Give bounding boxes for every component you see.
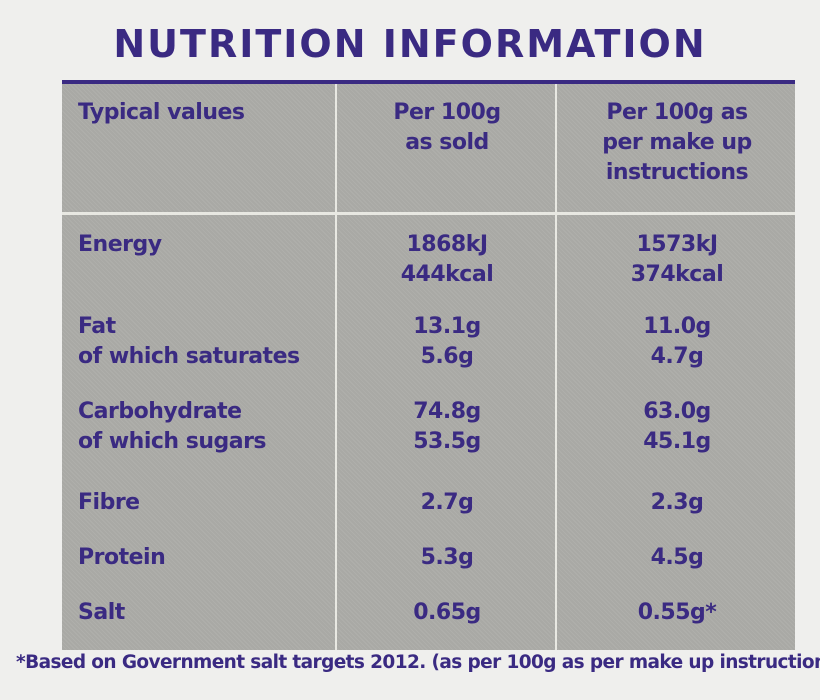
row-label-line: Carbohydrate — [78, 399, 242, 424]
value-as-sold-line: 5.3g — [420, 545, 474, 570]
value-made-up-line: 45.1g — [643, 429, 711, 454]
value-made-up: 1573kJ 374kcal — [559, 230, 795, 290]
header-line: Per 100g as — [606, 100, 748, 125]
value-as-sold: 0.65g — [337, 598, 557, 628]
value-made-up: 63.0g 45.1g — [559, 397, 795, 457]
value-as-sold-line: 0.65g — [413, 600, 481, 625]
row-label-line: Salt — [78, 600, 125, 625]
page-title: NUTRITION INFORMATION — [113, 22, 707, 66]
value-made-up-line: 11.0g — [643, 314, 711, 339]
row-label-line: of which saturates — [78, 344, 300, 369]
value-made-up-line: 63.0g — [643, 399, 711, 424]
value-as-sold-line: 5.6g — [420, 344, 474, 369]
header-divider — [62, 212, 795, 215]
value-made-up: 0.55g* — [559, 598, 795, 628]
row-label: Protein — [78, 543, 166, 573]
header-line: per make up — [602, 130, 752, 155]
value-as-sold: 13.1g 5.6g — [337, 312, 557, 372]
row-label-line: Protein — [78, 545, 166, 570]
value-made-up: 2.3g — [559, 488, 795, 518]
value-made-up-line: 1573kJ — [636, 232, 718, 257]
value-made-up: 4.5g — [559, 543, 795, 573]
value-as-sold: 5.3g — [337, 543, 557, 573]
value-made-up-line: 0.55g* — [637, 600, 717, 625]
value-as-sold: 2.7g — [337, 488, 557, 518]
header-line: Per 100g — [393, 100, 501, 125]
column-divider — [555, 84, 557, 650]
row-label: Carbohydrate of which sugars — [78, 397, 267, 457]
header-line: instructions — [605, 160, 749, 185]
value-as-sold-line: 13.1g — [413, 314, 481, 339]
row-label-line: Fibre — [78, 490, 140, 515]
footnote: *Based on Government salt targets 2012. … — [16, 652, 820, 673]
value-made-up-line: 4.5g — [650, 545, 704, 570]
header-per-100g-sold: Per 100g as sold — [337, 98, 557, 158]
value-as-sold-line: 53.5g — [413, 429, 481, 454]
row-label: Salt — [78, 598, 125, 628]
value-as-sold-line: 1868kJ — [406, 232, 488, 257]
header-per-100g-made: Per 100g as per make up instructions — [559, 98, 795, 188]
value-as-sold: 1868kJ 444kcal — [337, 230, 557, 290]
value-as-sold: 74.8g 53.5g — [337, 397, 557, 457]
row-label: Fibre — [78, 488, 140, 518]
row-label-line: Energy — [78, 232, 162, 257]
row-label-line: Fat — [78, 314, 116, 339]
row-label-line: of which sugars — [78, 429, 267, 454]
header-typical-values: Typical values — [78, 100, 245, 125]
value-made-up-line: 4.7g — [650, 344, 704, 369]
value-as-sold-line: 444kcal — [400, 262, 494, 287]
row-label: Energy — [78, 230, 162, 260]
value-made-up: 11.0g 4.7g — [559, 312, 795, 372]
row-label: Fat of which saturates — [78, 312, 300, 372]
value-made-up-line: 374kcal — [630, 262, 724, 287]
header-line: as sold — [405, 130, 489, 155]
value-made-up-line: 2.3g — [650, 490, 704, 515]
nutrition-table: Typical values Per 100g as sold Per 100g… — [62, 80, 795, 650]
value-as-sold-line: 2.7g — [420, 490, 474, 515]
value-as-sold-line: 74.8g — [413, 399, 481, 424]
column-divider — [335, 84, 337, 650]
